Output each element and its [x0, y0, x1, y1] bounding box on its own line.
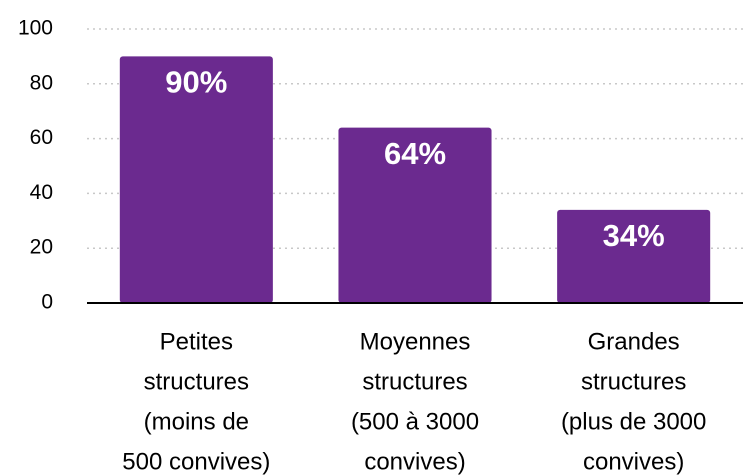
y-tick-label: 40	[30, 181, 53, 204]
x-tick-label: 500 convives)	[122, 448, 270, 475]
value-label: 90%	[165, 65, 227, 100]
x-tick-label: Grandes	[588, 328, 680, 355]
x-tick-label: (500 à 3000	[351, 408, 479, 435]
x-tick-label: convives)	[364, 448, 465, 475]
bar	[119, 56, 273, 304]
x-tick-label: (moins de	[144, 408, 249, 435]
x-tick-label: (plus de 3000	[561, 408, 706, 435]
y-tick-label: 100	[18, 17, 53, 40]
y-tick-label: 80	[30, 71, 53, 94]
bar	[557, 209, 711, 303]
y-tick-label: 0	[41, 291, 53, 314]
x-tick-label: structures	[581, 368, 686, 395]
y-tick-label: 60	[30, 126, 53, 149]
x-tick-label: Petites	[160, 328, 233, 355]
y-tick-label: 20	[30, 236, 53, 259]
value-label: 64%	[384, 136, 446, 171]
x-tick-label: structures	[144, 368, 249, 395]
x-tick-label: structures	[362, 368, 467, 395]
bar	[338, 127, 492, 303]
x-tick-label: Moyennes	[360, 328, 471, 355]
value-label: 34%	[603, 218, 665, 253]
x-tick-label: convives)	[583, 448, 684, 475]
